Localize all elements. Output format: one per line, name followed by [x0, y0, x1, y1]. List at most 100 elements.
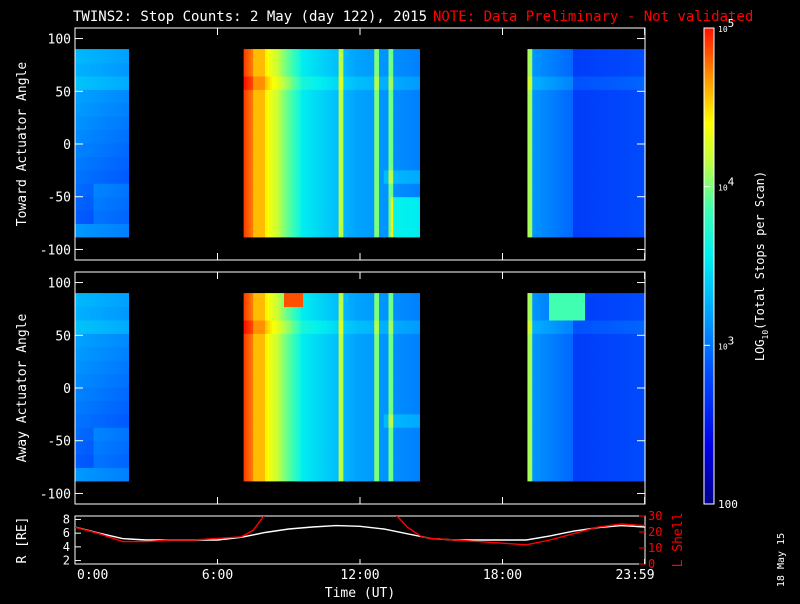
heat-cell: [319, 89, 323, 104]
heat-cell: [91, 360, 95, 375]
heat-cell: [95, 400, 99, 415]
heat-cell: [640, 129, 644, 144]
heat-cell: [360, 129, 363, 144]
heat-cell: [633, 333, 636, 348]
heat-cell: [613, 62, 617, 77]
heat-cell: [628, 169, 632, 184]
heat-cell: [322, 129, 325, 144]
heat-cell: [260, 196, 264, 211]
heat-cell: [312, 209, 316, 224]
heat-cell: [551, 223, 555, 238]
heat-cell: [395, 223, 399, 238]
heat-cell: [107, 129, 111, 144]
heat-cell: [553, 102, 557, 117]
heat-cell: [100, 386, 104, 401]
heat-cell: [369, 453, 373, 468]
heat-cell: [630, 413, 634, 428]
heat-cell: [243, 413, 247, 428]
heat-cell: [260, 62, 264, 77]
heat-cell: [637, 386, 641, 401]
heat-cell: [621, 142, 625, 157]
heat-cell: [341, 306, 344, 321]
heat-cell: [551, 440, 555, 455]
heat-cell: [383, 116, 387, 131]
heat-cell: [295, 440, 299, 455]
heat-cell: [570, 386, 574, 401]
heat-cell: [553, 209, 557, 224]
heat-cell: [534, 196, 538, 211]
heat-cell: [279, 209, 283, 224]
heat-cell: [279, 306, 283, 321]
heat-cell: [594, 413, 598, 428]
heat-cell: [262, 62, 266, 77]
heat-cell: [310, 49, 314, 64]
heat-cell: [597, 102, 601, 117]
heat-cell: [102, 89, 106, 104]
heat-cell: [558, 400, 562, 415]
heat-cell: [272, 306, 276, 321]
heat-cell: [364, 223, 368, 238]
heat-cell: [255, 209, 259, 224]
heat-cell: [260, 169, 264, 184]
heat-cell: [341, 183, 344, 198]
heat-cell: [388, 319, 392, 334]
heat-cell: [107, 89, 111, 104]
heat-cell: [565, 333, 569, 348]
heat-cell: [371, 169, 375, 184]
heat-cell: [107, 142, 111, 157]
heat-cell: [417, 293, 420, 308]
heat-cell: [341, 62, 344, 77]
heat-cell: [300, 156, 304, 171]
heat-cell: [307, 223, 311, 238]
heat-cell: [599, 196, 603, 211]
heat-cell: [386, 129, 390, 144]
heat-cell: [601, 386, 605, 401]
heat-cell: [527, 156, 531, 171]
heat-cell: [565, 360, 569, 375]
heat-cell: [310, 386, 314, 401]
heat-cell: [369, 89, 373, 104]
heat-cell: [642, 386, 646, 401]
heat-cell: [310, 360, 314, 375]
heat-cell: [243, 75, 247, 90]
heat-cell: [568, 75, 572, 90]
heat-cell: [534, 129, 538, 144]
heat-cell: [544, 360, 548, 375]
heat-cell: [114, 427, 118, 442]
heat-cell: [616, 306, 620, 321]
heat-cell: [77, 62, 81, 77]
heat-cell: [407, 169, 411, 184]
heat-cell: [613, 129, 617, 144]
heat-cell: [307, 49, 311, 64]
heat-cell: [300, 413, 304, 428]
heat-cell: [298, 453, 302, 468]
heat-cell: [314, 116, 318, 131]
heat-cell: [119, 427, 123, 442]
heat-cell: [575, 116, 579, 131]
heat-cell: [364, 386, 368, 401]
heat-cell: [532, 333, 536, 348]
heat-cell: [250, 116, 254, 131]
heat-cell: [367, 89, 371, 104]
heat-cell: [114, 183, 118, 198]
heat-cell: [371, 346, 375, 361]
heat-cell: [546, 223, 550, 238]
heat-cell: [362, 75, 366, 90]
heat-cell: [364, 467, 368, 482]
heat-cell: [541, 169, 545, 184]
heat-cell: [250, 223, 254, 238]
heat-cell: [553, 293, 557, 308]
heat-cell: [558, 223, 562, 238]
heat-cell: [119, 413, 123, 428]
heat-cell: [364, 333, 368, 348]
heat-cell: [604, 129, 608, 144]
heat-cell: [331, 360, 335, 375]
heat-cell: [300, 386, 304, 401]
heat-cell: [630, 156, 634, 171]
heat-cell: [276, 333, 280, 348]
heat-cell: [527, 386, 531, 401]
heat-cell: [414, 196, 418, 211]
heat-cell: [551, 169, 555, 184]
heat-cell: [383, 183, 387, 198]
heat-cell: [305, 453, 309, 468]
